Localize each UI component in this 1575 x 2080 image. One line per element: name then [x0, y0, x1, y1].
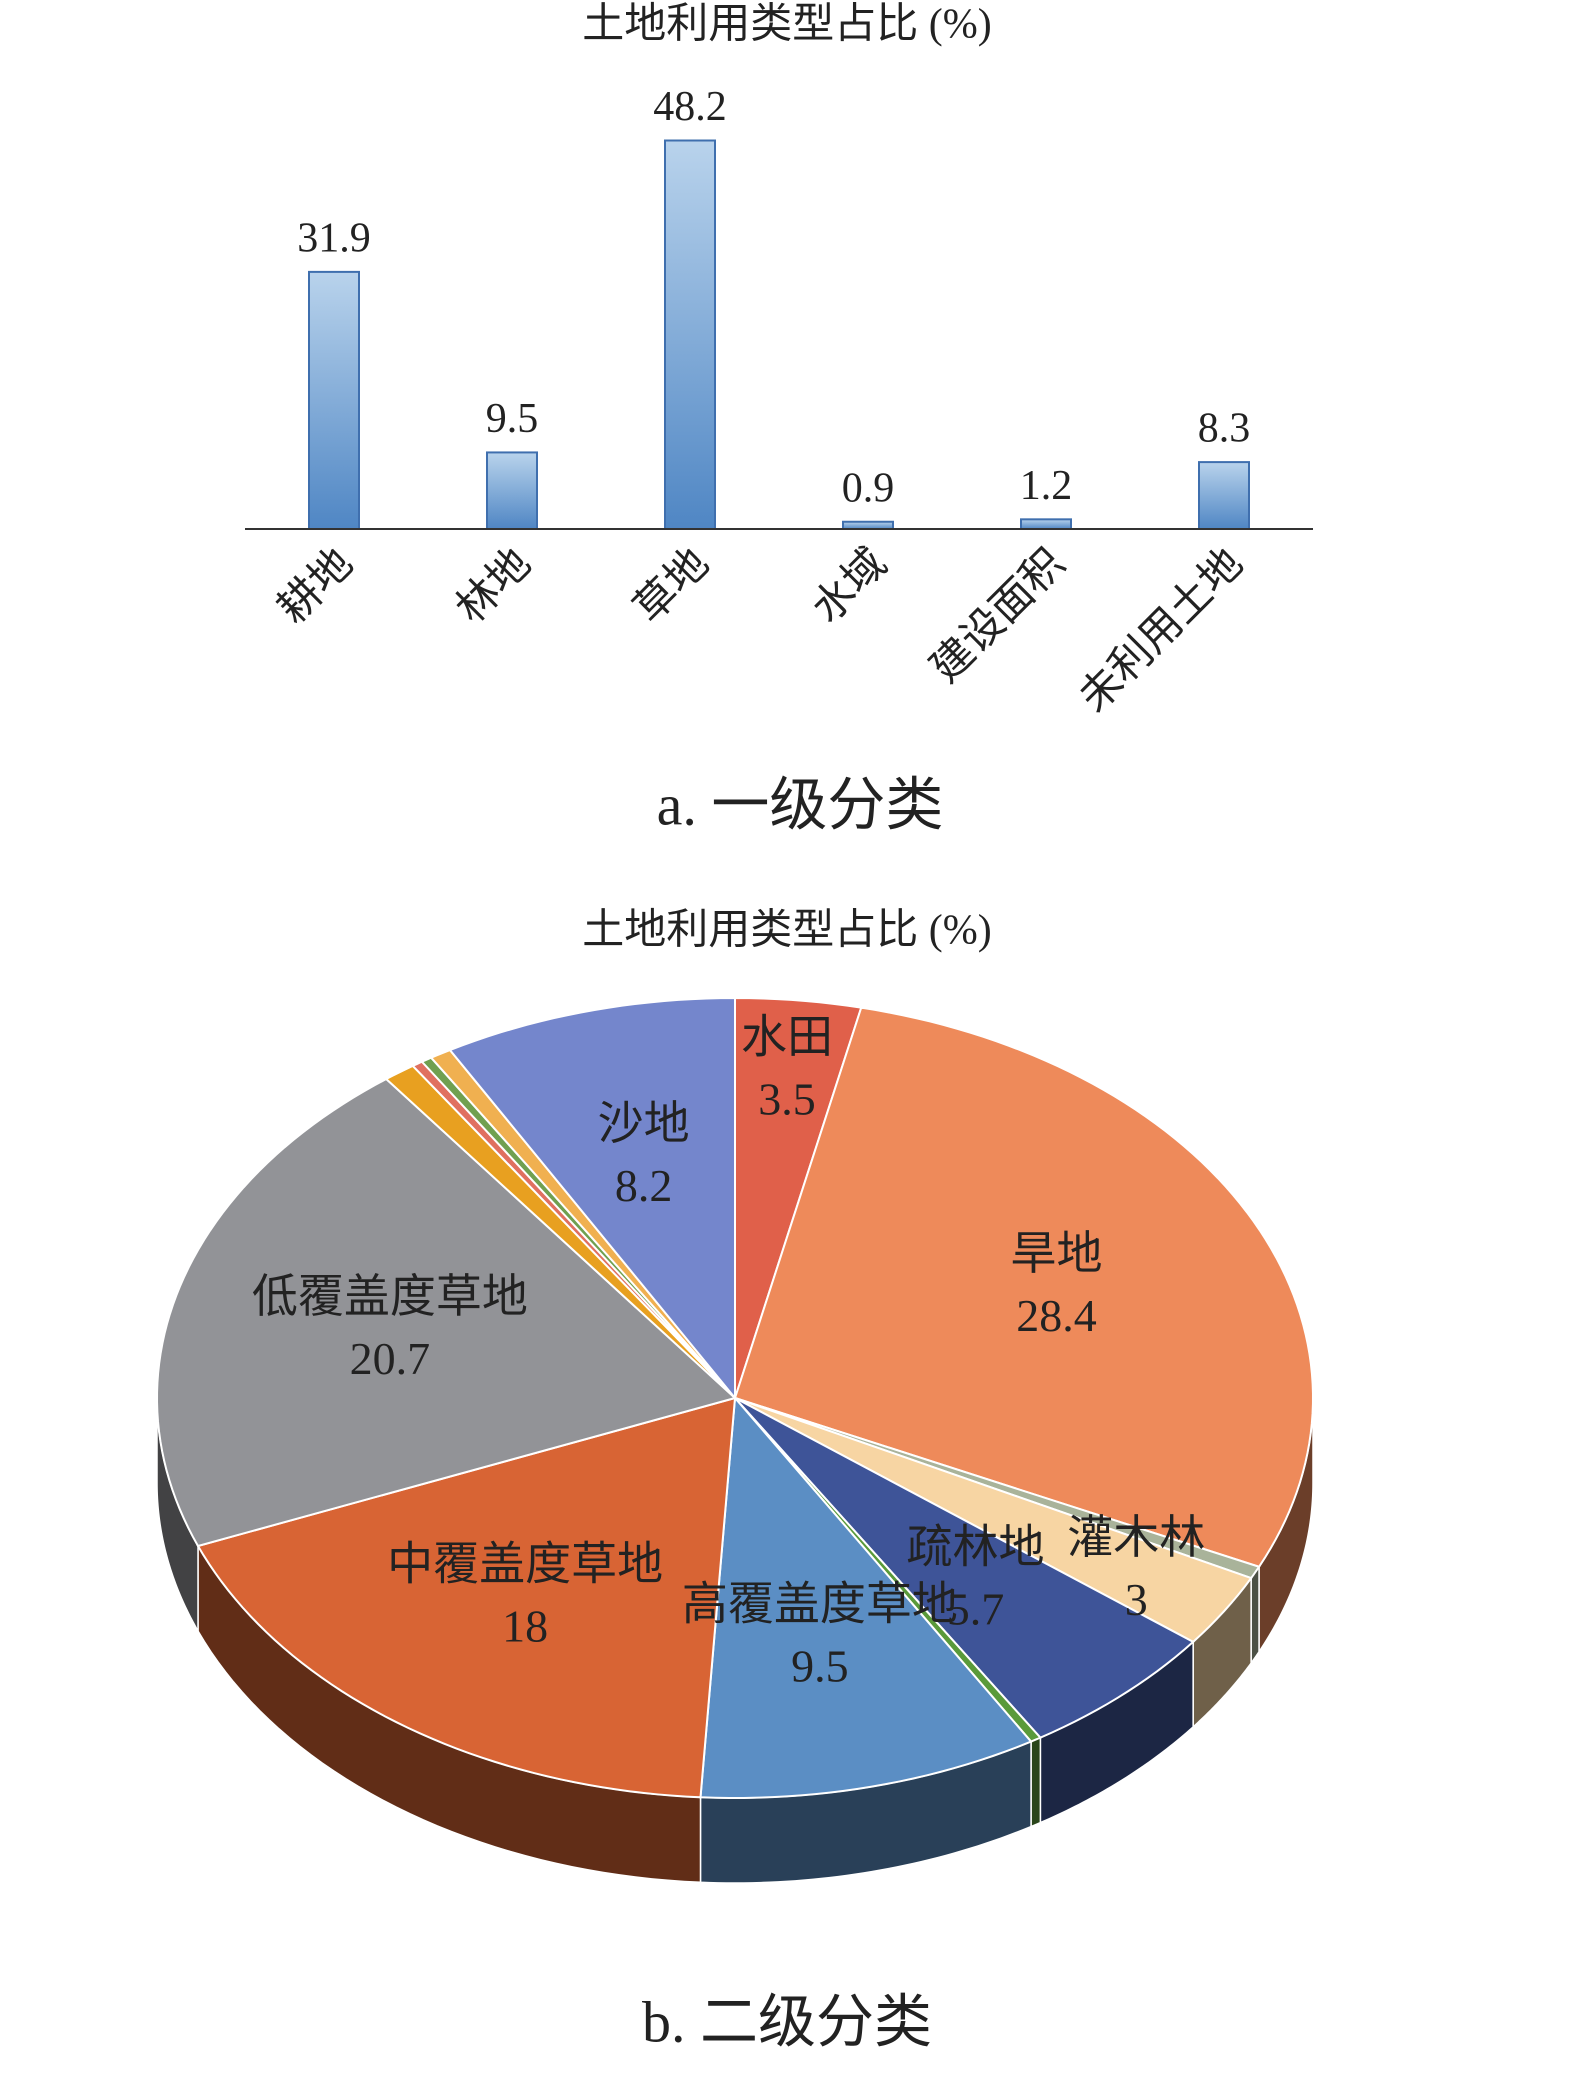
bar — [486, 451, 538, 530]
slice-label: 高覆盖度草地 — [682, 1579, 958, 1630]
value-label: 9.5 — [791, 1641, 849, 1692]
slice — [733, 1006, 1314, 1568]
value-label: 0.9 — [842, 465, 895, 511]
bar — [664, 139, 716, 530]
value-label: 1.2 — [1020, 463, 1073, 509]
x-tick-label: 耕地 — [270, 540, 362, 632]
value-label: 9.5 — [486, 396, 539, 442]
value-label: 18 — [502, 1601, 548, 1652]
bar — [1198, 461, 1250, 530]
value-label: 3.5 — [758, 1074, 816, 1125]
value-label: 48.2 — [653, 84, 727, 130]
slice-label: 旱地 — [1010, 1228, 1102, 1279]
bar — [308, 270, 360, 530]
bar — [1020, 518, 1072, 531]
slice-label: 低覆盖度草地 — [252, 1271, 528, 1322]
value-label: 8.3 — [1198, 406, 1251, 452]
slice-label: 中覆盖度草地 — [387, 1539, 663, 1590]
chart-title: 土地利用类型占比 (%) — [582, 908, 991, 954]
chart-title: 土地利用类型占比 (%) — [582, 2, 991, 48]
slice-side — [1250, 1564, 1260, 1666]
x-tick-label: 建设面积 — [923, 540, 1074, 691]
slice-label: 沙地 — [598, 1098, 690, 1149]
x-tick-label: 未利用土地 — [1071, 540, 1252, 721]
slice — [699, 1395, 1033, 1799]
slice-label: 水田 — [741, 1012, 833, 1063]
slice-side — [1030, 1736, 1042, 1828]
x-tick-label: 水域 — [804, 540, 896, 632]
slice-label: 灌木林 — [1067, 1512, 1205, 1563]
value-label: 5.7 — [947, 1583, 1005, 1634]
slice — [448, 996, 736, 1401]
x-tick-label: 林地 — [448, 540, 540, 632]
slice — [196, 1396, 737, 1799]
slice — [734, 1397, 1195, 1739]
value-label: 31.9 — [297, 216, 371, 262]
value-label: 8.2 — [615, 1160, 673, 1211]
value-label: 28.4 — [1016, 1290, 1097, 1341]
slice — [156, 1077, 738, 1548]
bar — [842, 520, 894, 530]
caption: b. 二级分类 — [642, 1989, 932, 2054]
x-tick-label: 草地 — [626, 540, 718, 632]
value-label: 3 — [1125, 1574, 1148, 1625]
caption: a. 一级分类 — [657, 772, 944, 837]
value-label: 20.7 — [350, 1333, 431, 1384]
slice — [734, 1397, 1253, 1644]
slice-label: 疏林地 — [907, 1521, 1045, 1572]
